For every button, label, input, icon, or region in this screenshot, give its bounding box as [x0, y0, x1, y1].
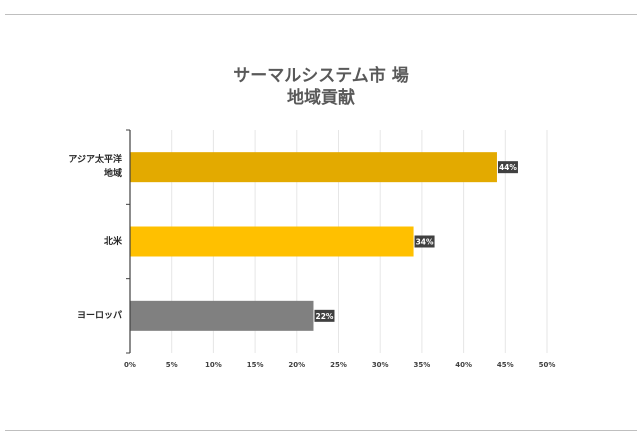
data-label: 44% [499, 163, 517, 172]
category-label-line: アジア太平洋 [68, 155, 122, 166]
x-tick-label: 10% [205, 361, 222, 369]
x-tick-label: 35% [414, 361, 431, 369]
data-label-box [497, 161, 518, 174]
category-label-line: 北米 [103, 236, 122, 247]
x-tick-label: 0% [124, 361, 136, 369]
category-label-line: ヨーロッパ [76, 310, 122, 321]
data-label-box [314, 309, 335, 322]
category-label: アジア太平洋地域 [68, 153, 122, 181]
category-label: ヨーロッパ [77, 309, 122, 323]
bar [130, 226, 414, 257]
data-label: 22% [316, 312, 334, 321]
x-tick-label: 15% [247, 361, 264, 369]
x-tick-label: 40% [455, 361, 472, 369]
chart-title-line-2: 地域貢献 [287, 88, 355, 108]
x-tick-label: 50% [539, 361, 556, 369]
bar [130, 300, 314, 331]
x-tick-label: 45% [497, 361, 514, 369]
chart-title-line-1: サーマルシステム市 場 [233, 66, 409, 86]
data-label: 34% [416, 238, 434, 247]
x-tick-label: 20% [288, 361, 305, 369]
x-tick-label: 5% [166, 361, 178, 369]
bottom-rule [5, 430, 637, 431]
bar [130, 152, 497, 183]
data-label-box [414, 235, 435, 248]
top-rule [5, 14, 637, 15]
category-label-line: 地域 [103, 169, 122, 180]
category-label: 北米 [104, 235, 122, 249]
x-tick-label: 25% [330, 361, 347, 369]
x-tick-label: 30% [372, 361, 389, 369]
